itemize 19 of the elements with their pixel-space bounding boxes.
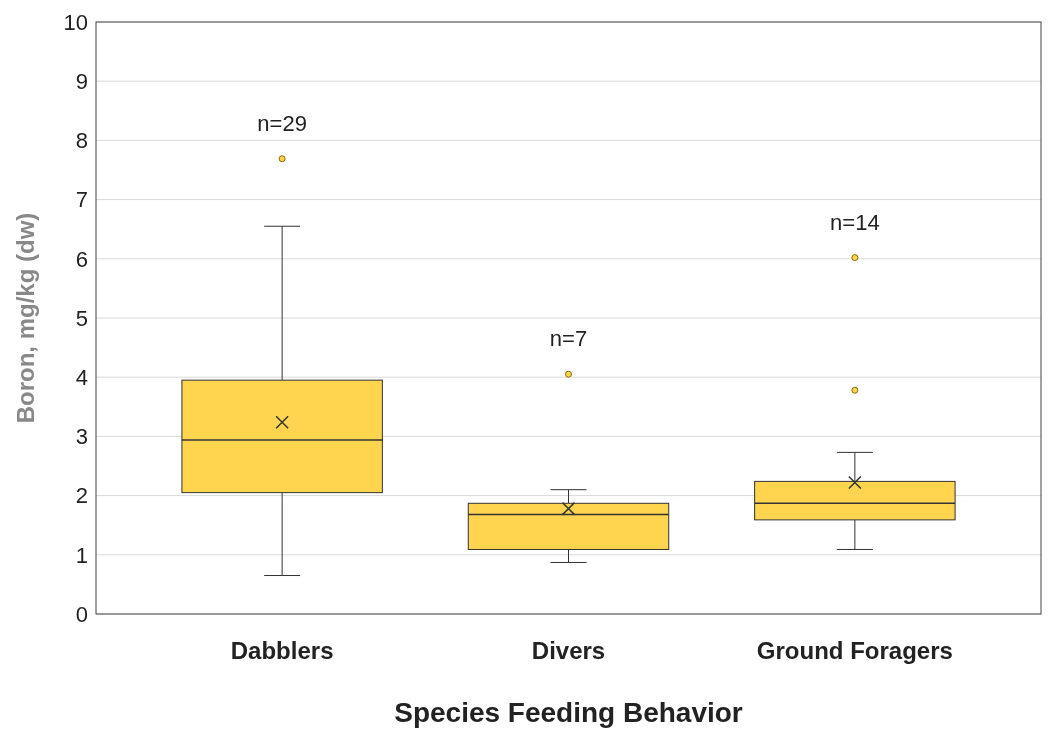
annotation: n=7 (549, 326, 588, 352)
y-tick-label: 6 (75, 246, 88, 272)
y-tick-label: 5 (75, 305, 88, 331)
annotation: n=29 (257, 110, 307, 136)
y-tick-label: 7 (75, 187, 88, 213)
y-tick-label: 2 (75, 483, 88, 509)
y-tick-label: 0 (75, 601, 88, 627)
y-tick-label: 9 (75, 68, 88, 94)
x-tick-label: Ground Foragers (756, 637, 953, 664)
y-axis-title: Boron, mg/kg (dw) (12, 212, 39, 424)
y-tick-label: 4 (75, 364, 88, 390)
x-tick-label: Dabblers (230, 637, 334, 664)
y-tick-label: 1 (75, 542, 88, 568)
y-tick-label: 3 (75, 424, 88, 450)
x-axis-title: Species Feeding Behavior (394, 697, 743, 728)
annotation: n=14 (830, 209, 880, 235)
y-tick-label: 8 (75, 128, 88, 154)
x-tick-label: Divers (531, 637, 606, 664)
y-tick-label: 10 (63, 9, 88, 35)
